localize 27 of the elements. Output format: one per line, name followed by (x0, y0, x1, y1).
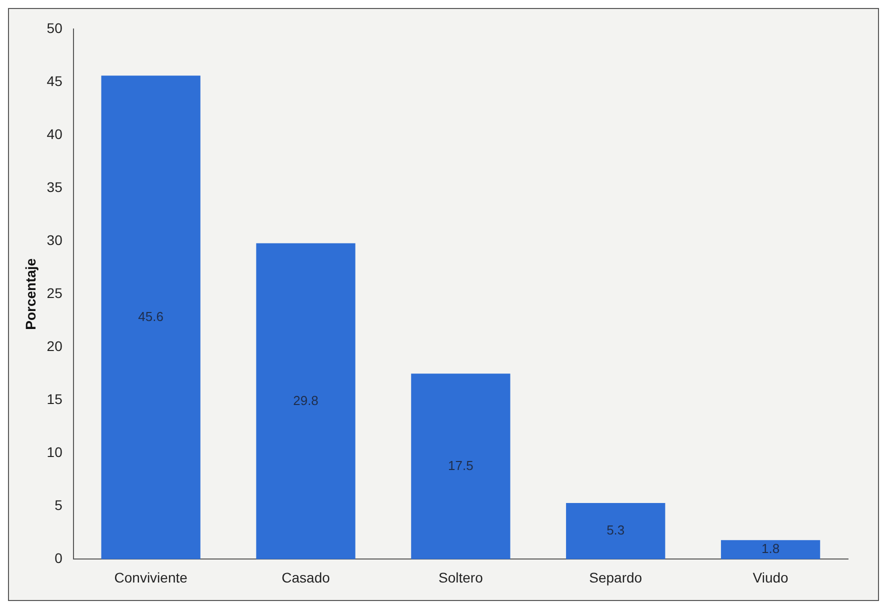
data-label: 29.8 (293, 392, 318, 408)
data-label: 1.8 (762, 541, 780, 556)
y-tick-label: 5 (54, 497, 63, 514)
y-axis-title: Porcentaje (22, 258, 38, 330)
x-tick-label: Casado (282, 569, 330, 586)
y-tick-label: 50 (46, 20, 63, 36)
y-tick-label: 45 (46, 72, 63, 89)
bar (566, 503, 666, 560)
x-tick-label: Viudo (752, 569, 789, 586)
y-tick-label: 0 (54, 550, 63, 566)
y-tick-label: 25 (46, 284, 63, 301)
x-tick-label: Separdo (589, 569, 642, 586)
bar (101, 76, 200, 560)
bar (720, 540, 820, 560)
bar (256, 243, 356, 560)
y-tick-label: 30 (46, 232, 63, 248)
y-tick-label: 35 (46, 178, 63, 195)
bar (411, 374, 510, 560)
data-label: 45.6 (138, 309, 164, 324)
data-label: 17.5 (448, 458, 474, 473)
data-label: 5.3 (606, 522, 625, 538)
y-tick-label: 15 (46, 391, 63, 407)
y-tick-label: 10 (46, 444, 63, 460)
x-tick-label: Soltero (438, 569, 484, 586)
x-tick-label: Conviviente (114, 569, 188, 586)
y-tick-label: 40 (46, 126, 63, 142)
y-tick-label: 20 (46, 338, 63, 354)
